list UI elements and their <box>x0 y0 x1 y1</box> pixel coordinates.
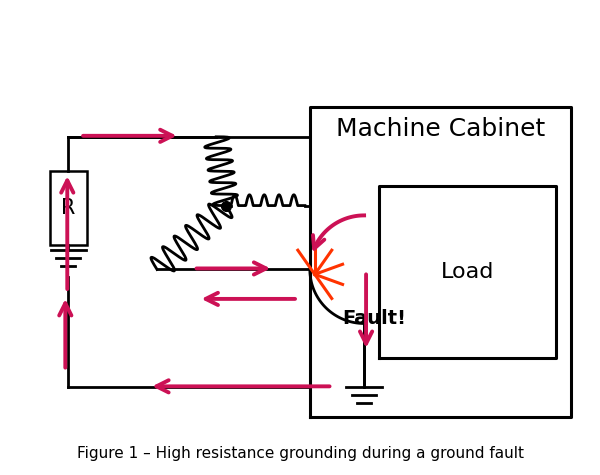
Text: Machine Cabinet: Machine Cabinet <box>336 117 545 141</box>
Text: Load: Load <box>441 262 494 282</box>
Text: Fault!: Fault! <box>343 309 406 328</box>
Text: R: R <box>61 198 76 218</box>
Text: Figure 1 – High resistance grounding during a ground fault: Figure 1 – High resistance grounding dur… <box>77 446 523 461</box>
Bar <box>50 171 87 245</box>
